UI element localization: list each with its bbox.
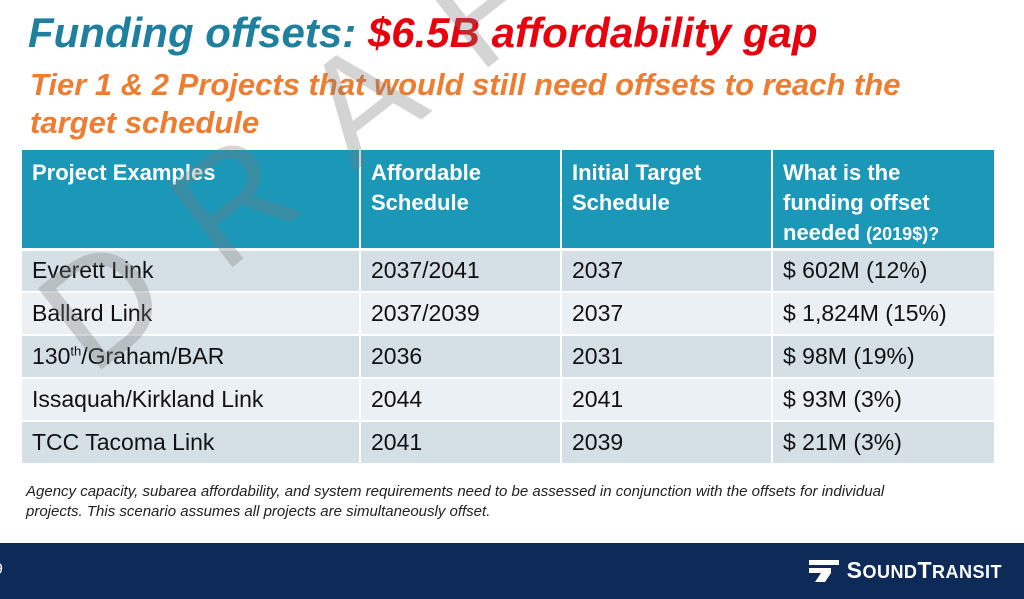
cell-project: TCC Tacoma Link [22,421,361,466]
table-row: Ballard Link 2037/2039 2037 $ 1,824M (15… [22,292,994,337]
title-main: Funding offsets: [28,9,357,56]
cell-target: 2031 [561,335,773,380]
cell-target: 2041 [561,378,773,423]
cell-project: Everett Link [22,249,361,294]
sound-transit-logo: SOUNDTRANSIT [807,557,1002,584]
table-row: Everett Link 2037/2041 2037 $ 602M (12%) [22,249,994,294]
cell-offset: $ 21M (3%) [772,421,994,466]
cell-affordable: 2044 [360,378,562,423]
cell-offset: $ 93M (3%) [772,378,994,423]
logo-wordmark: SOUNDTRANSIT [846,557,1002,583]
cell-target: 2037 [561,292,773,337]
cell-affordable: 2037/2041 [360,249,562,294]
header-offset: What is the funding offset needed (2019$… [772,150,994,251]
table-row: TCC Tacoma Link 2041 2039 $ 21M (3%) [22,421,994,466]
cell-project: Ballard Link [22,292,361,337]
project-name-rest: /Graham/BAR [81,343,225,370]
cell-target: 2039 [561,421,773,466]
cell-target: 2037 [561,249,773,294]
title-highlight: $6.5B affordability gap [367,9,818,56]
header-offset-main: What is the funding offset needed [783,160,930,245]
table-row: Issaquah/Kirkland Link 2044 2041 $ 93M (… [22,378,994,423]
footnote: Agency capacity, subarea affordability, … [26,483,885,521]
project-number: 130 [32,343,71,370]
cell-project: 130th/Graham/BAR [22,335,361,380]
cell-project: Issaquah/Kirkland Link [22,378,361,423]
cell-affordable: 2037/2039 [360,292,562,337]
header-offset-unit: (2019$)? [866,223,940,244]
cell-offset: $ 98M (19%) [772,335,994,380]
cell-offset: $ 1,824M (15%) [772,292,994,337]
cell-offset: $ 602M (12%) [772,249,994,294]
cell-affordable: 2041 [360,421,562,466]
header-project: Project Examples [22,150,361,251]
header-affordable: Affordable Schedule [360,150,562,251]
project-ordinal: th [70,343,82,359]
footer-bar: 9 SOUNDTRANSIT [0,543,1024,599]
funding-offsets-table: Project Examples Affordable Schedule Ini… [22,150,994,466]
table-header-row: Project Examples Affordable Schedule Ini… [22,150,994,251]
slide-subtitle: Tier 1 & 2 Projects that would still nee… [30,67,901,140]
sound-transit-logo-icon [808,559,839,582]
header-target: Initial Target Schedule [561,150,773,251]
cell-affordable: 2036 [360,335,562,380]
page-number: 9 [0,561,3,579]
slide-title: Funding offsets: $6.5B affordability gap [28,9,818,56]
table-row: 130th/Graham/BAR 2036 2031 $ 98M (19%) [22,335,994,380]
